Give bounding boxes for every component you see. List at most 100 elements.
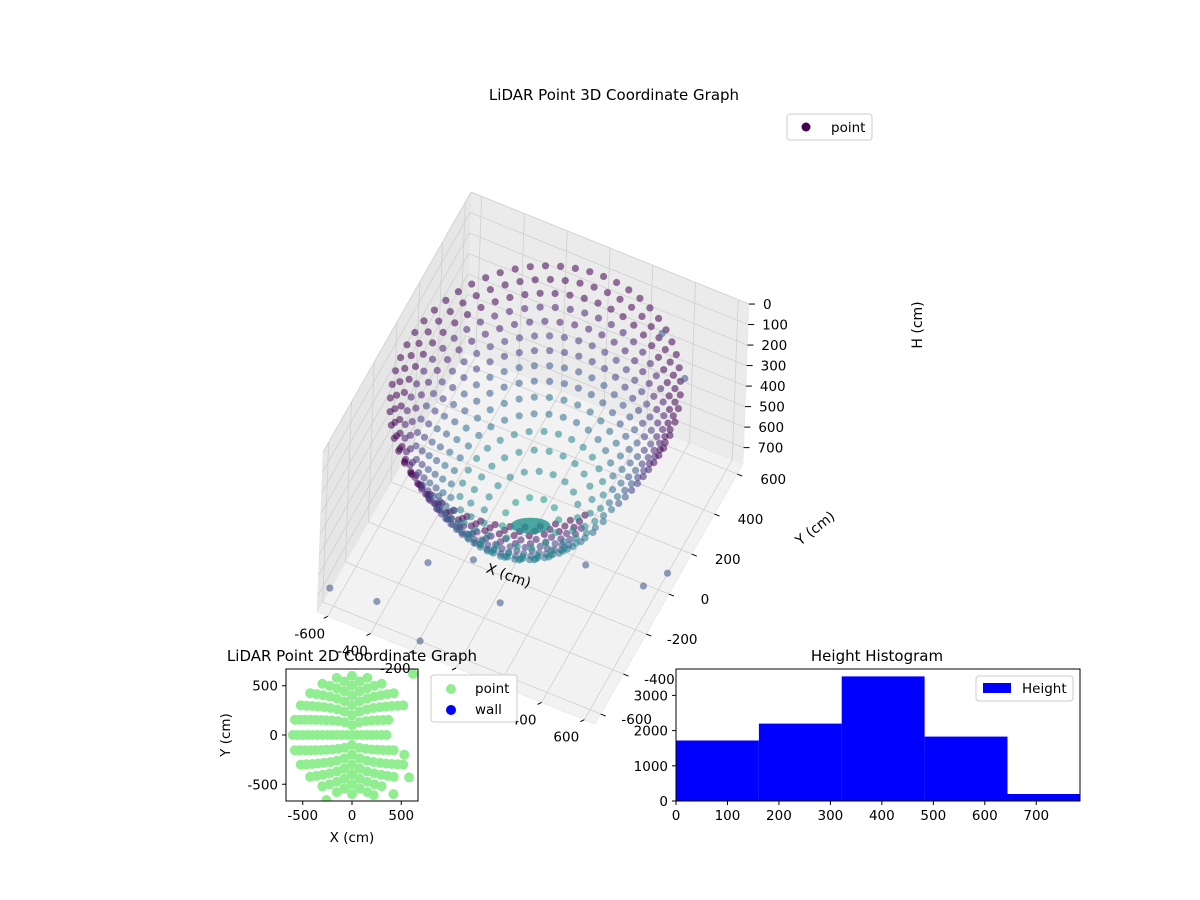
- y-tick-label: 1000: [634, 759, 668, 775]
- cloud-point: [447, 514, 455, 522]
- legend-point-label: point: [475, 681, 509, 697]
- grid-line-z-back: [470, 212, 749, 325]
- cloud-point: [433, 366, 441, 375]
- cloud-point: [483, 444, 491, 452]
- x-tick-mark: [580, 719, 585, 723]
- x-tick-label: 600: [553, 730, 579, 746]
- cloud-point: [586, 482, 594, 490]
- y-tick-label: 3000: [634, 688, 668, 704]
- cloud-point: [587, 391, 595, 399]
- cloud-point: [666, 358, 674, 366]
- outlier-point: [373, 597, 381, 606]
- cloud-point: [600, 272, 608, 281]
- grid-line-z-side: [321, 232, 470, 494]
- cloud-point: [449, 384, 457, 392]
- cloud-point: [456, 492, 464, 501]
- cloud-point: [414, 428, 422, 437]
- y-tick-label: 0: [701, 592, 710, 608]
- z-tick-label: 600: [758, 420, 784, 436]
- cloud-point: [401, 364, 409, 372]
- cloud-point: [643, 400, 651, 408]
- cloud-point: [638, 388, 646, 396]
- cloud-point: [429, 390, 438, 398]
- cloud-point: [511, 265, 519, 273]
- cloud-point: [594, 314, 603, 322]
- cloud-point: [599, 491, 607, 499]
- cloud-point: [596, 504, 605, 512]
- scatter-point: [287, 730, 298, 740]
- cloud-point: [561, 478, 569, 486]
- cloud-point: [588, 342, 596, 350]
- cloud-point: [454, 519, 462, 527]
- cloud-point: [428, 438, 436, 446]
- cloud-point: [607, 459, 615, 467]
- y-tick-mark: [714, 513, 720, 517]
- chart2d-plot-area: -500 0 500 -500 0 500: [247, 668, 419, 824]
- cloud-point: [420, 317, 428, 325]
- cloud-point: [418, 460, 426, 469]
- y-tick-label: 0: [269, 728, 278, 744]
- cloud-point: [471, 526, 479, 534]
- cloud-point: [575, 352, 583, 360]
- scatter-point: [347, 680, 357, 691]
- cloud-point: [477, 303, 485, 312]
- cloud-point: [540, 530, 548, 539]
- cloud-point: [608, 409, 617, 417]
- cloud-point: [647, 426, 655, 434]
- cloud-point: [574, 401, 582, 409]
- histogram-frame: [675, 668, 1081, 802]
- cloud-point: [501, 281, 509, 289]
- cloud-point: [616, 295, 624, 303]
- legend-point-label: point: [831, 120, 865, 136]
- cloud-point: [639, 419, 647, 427]
- cloud-point: [433, 457, 441, 465]
- cloud-point: [526, 494, 534, 502]
- cloud-point: [455, 346, 463, 354]
- cloud-point: [669, 412, 677, 420]
- grid-line-z-side: [321, 212, 471, 473]
- cloud-point: [557, 262, 565, 270]
- cloud-point: [618, 465, 626, 473]
- cloud-point: [467, 513, 475, 521]
- cloud-point: [464, 442, 472, 450]
- cloud-point: [443, 356, 452, 364]
- cloud-point: [559, 452, 567, 460]
- cloud-point: [574, 514, 582, 522]
- cloud-point: [560, 544, 569, 552]
- cloud-point: [425, 420, 433, 428]
- cloud-point: [460, 374, 468, 382]
- cloud-point: [430, 499, 438, 507]
- cloud-point: [646, 360, 654, 368]
- cloud-point: [505, 549, 513, 557]
- cloud-point: [550, 504, 559, 512]
- cloud-point: [488, 462, 496, 470]
- z-tick-label: 400: [760, 379, 786, 395]
- cloud-point: [431, 470, 439, 478]
- z-tick-label: 700: [758, 441, 784, 457]
- cloud-point: [566, 516, 575, 524]
- cloud-point: [588, 495, 596, 504]
- cloud-point: [580, 470, 588, 478]
- cloud-point: [515, 364, 523, 372]
- cloud-point: [549, 471, 557, 479]
- cloud-point: [461, 407, 469, 415]
- cloud-point: [536, 303, 544, 311]
- cloud-point: [609, 472, 617, 480]
- y-tick-mark: [646, 633, 652, 637]
- cloud-point: [442, 296, 450, 304]
- cloud-point: [586, 268, 594, 276]
- cloud-point: [533, 551, 542, 560]
- cloud-point: [531, 276, 539, 284]
- grid-line-x-back: [475, 196, 483, 357]
- y-tick-label: 400: [738, 512, 764, 528]
- cloud-point: [541, 317, 549, 325]
- scatter-point: [317, 781, 328, 792]
- scatter-point: [388, 688, 399, 699]
- scatter-point: [289, 714, 300, 725]
- cloud-point: [446, 448, 454, 456]
- z-tick-label: 500: [759, 400, 785, 416]
- cloud-point: [648, 342, 656, 350]
- cloud-point: [516, 278, 524, 286]
- cloud-point: [530, 377, 538, 385]
- histogram-bar: [841, 676, 925, 801]
